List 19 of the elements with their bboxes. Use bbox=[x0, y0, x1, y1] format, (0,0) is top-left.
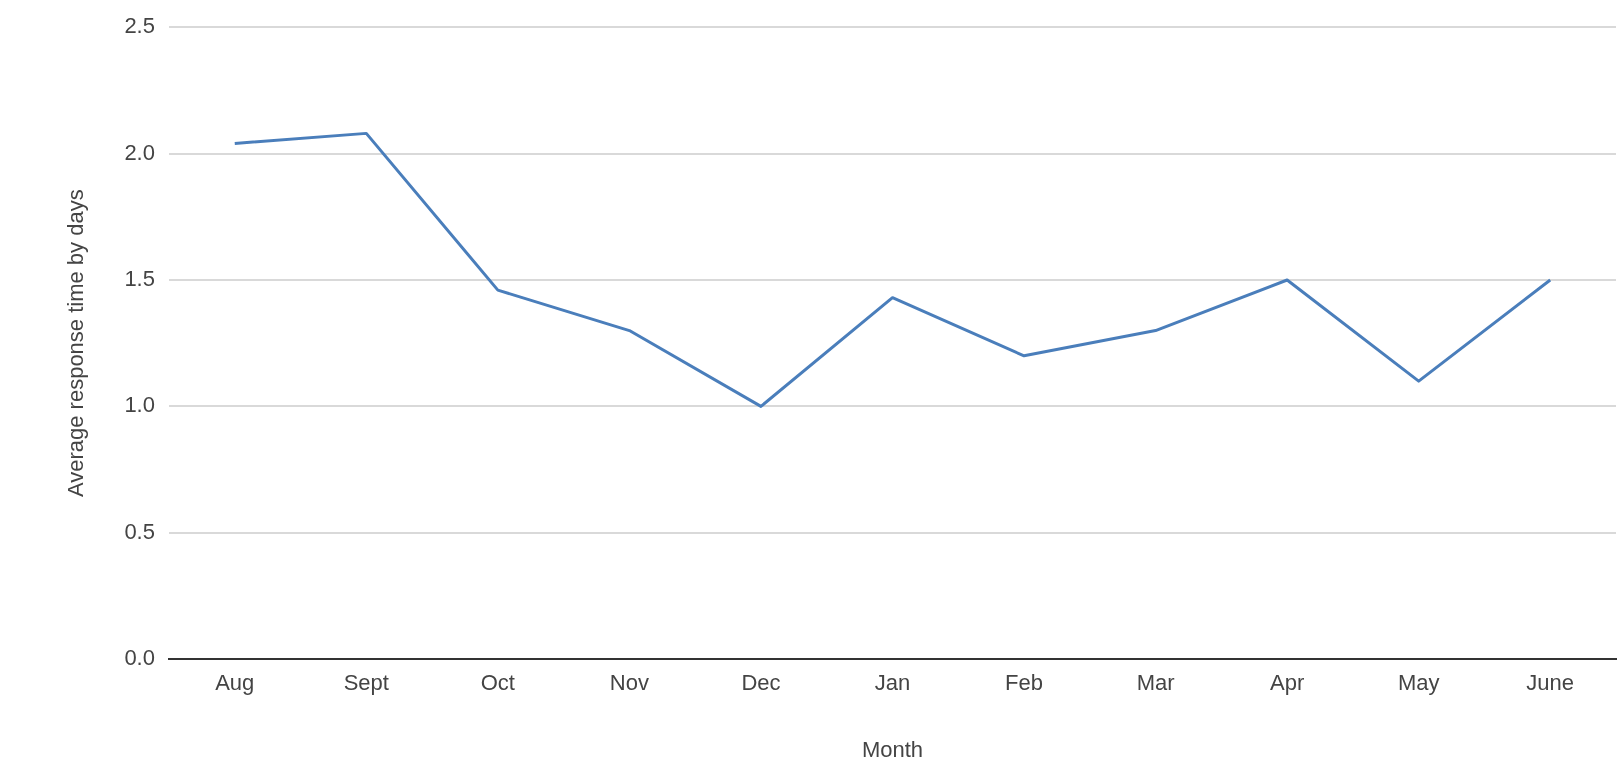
x-tick-label: Apr bbox=[1270, 670, 1305, 696]
x-axis-title: Month bbox=[861, 736, 924, 762]
y-axis-title: Average response time by days bbox=[63, 189, 89, 498]
x-tick-label: Dec bbox=[741, 670, 781, 696]
x-tick-label: June bbox=[1526, 670, 1575, 696]
y-tick-label: 2.0 bbox=[124, 139, 155, 165]
x-tick-label: Oct bbox=[480, 670, 515, 696]
x-tick-label: Sept bbox=[343, 670, 389, 696]
x-tick-label: Feb bbox=[1005, 670, 1043, 696]
x-tick-label: May bbox=[1397, 670, 1440, 696]
x-tick-label: Jan bbox=[874, 670, 911, 696]
y-tick-label: 0.0 bbox=[124, 645, 155, 671]
x-tick-label: Nov bbox=[609, 670, 649, 696]
x-tick-label: Mar bbox=[1136, 670, 1175, 696]
y-tick-label: 1.0 bbox=[124, 392, 155, 418]
y-tick-label: 2.5 bbox=[124, 13, 155, 39]
y-tick-label: 1.5 bbox=[124, 266, 155, 292]
y-tick-label: 0.5 bbox=[124, 518, 155, 544]
x-tick-label: Aug bbox=[215, 670, 255, 696]
